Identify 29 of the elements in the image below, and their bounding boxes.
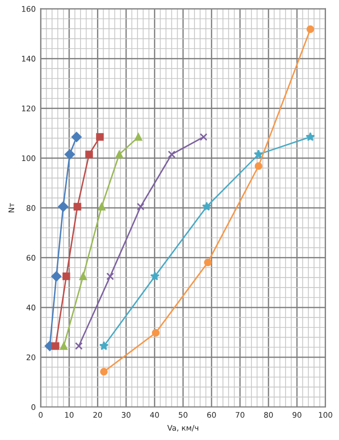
point [202,202,212,211]
point [204,258,212,266]
point [136,202,144,210]
point [200,133,208,141]
point [96,133,104,141]
point [74,202,82,210]
point [79,272,87,280]
point [62,272,70,280]
point [71,132,82,142]
point [115,150,124,158]
point [64,149,75,160]
point [168,150,176,158]
point [134,133,142,141]
point [152,329,160,337]
point [75,342,83,350]
point [58,202,68,212]
point [100,368,108,376]
point [85,150,93,158]
point [52,342,60,350]
point [99,341,109,350]
point [306,132,316,142]
point [254,162,262,170]
point [150,271,160,280]
point [106,272,114,280]
point [254,150,264,158]
point [51,271,62,282]
point [98,202,106,210]
point [306,25,314,34]
point [60,342,68,350]
